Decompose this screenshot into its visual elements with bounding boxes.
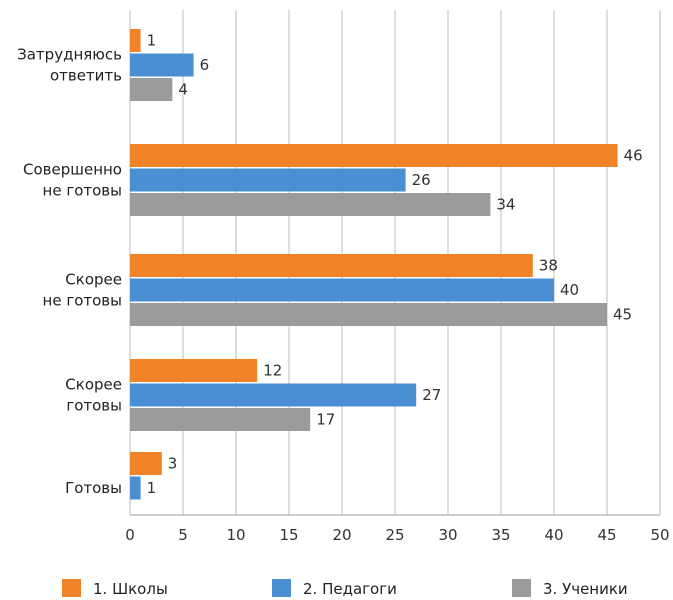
- value-label-series2-cat2: 26: [412, 171, 431, 189]
- x-tick-label-0: 0: [125, 526, 135, 544]
- x-tick-label-35: 35: [491, 526, 510, 544]
- x-tick-label-5: 5: [178, 526, 188, 544]
- category-label-1-line2: ответить: [50, 67, 122, 85]
- category-labels: Затрудняюсь ответить Совершенно не готовы Ск…: [17, 46, 122, 498]
- bar-series3-cat4: [130, 408, 311, 431]
- value-label-series1-cat1: 1: [147, 32, 157, 50]
- legend-swatch-3: [512, 579, 531, 597]
- value-label-series2-cat4: 27: [422, 386, 441, 404]
- legend-label-2: 2. Педагоги: [303, 580, 397, 598]
- bar-series3-cat1: [130, 78, 173, 101]
- value-label-series3-cat2: 34: [496, 196, 515, 214]
- category-label-2-line1: Совершенно: [23, 161, 122, 179]
- value-label-series1-cat4: 12: [263, 362, 282, 380]
- category-label-3-line2: не готовы: [43, 292, 122, 310]
- bar-series1-cat4: [130, 359, 258, 382]
- value-label-series2-cat3: 40: [560, 281, 579, 299]
- bar-series1-cat1: [130, 29, 141, 52]
- legend-swatch-1: [62, 579, 81, 597]
- x-tick-label-10: 10: [226, 526, 245, 544]
- bar-series2-cat4: [130, 383, 417, 407]
- category-label-3-line1: Скорее: [65, 271, 122, 289]
- bar-series3-cat2: [130, 193, 491, 216]
- value-label-series2-cat1: 6: [200, 56, 210, 74]
- value-label-series3-cat1: 4: [178, 81, 188, 99]
- bar-series2-cat5: [130, 476, 141, 500]
- x-tick-label-50: 50: [650, 526, 669, 544]
- bar-series2-cat2: [130, 168, 406, 192]
- legend: 1. Школы 2. Педагоги 3. Ученики: [62, 579, 628, 598]
- bar-series1-cat5: [130, 452, 162, 475]
- value-label-series1-cat3: 38: [539, 257, 558, 275]
- bar-series2-cat1: [130, 53, 194, 77]
- category-label-4-line1: Скорее: [65, 376, 122, 394]
- x-tick-label-45: 45: [597, 526, 616, 544]
- bar-series3-cat3: [130, 303, 607, 326]
- x-tick-label-30: 30: [438, 526, 457, 544]
- value-label-series3-cat3: 45: [613, 306, 632, 324]
- legend-label-1: 1. Школы: [93, 580, 168, 598]
- category-label-4-line2: готовы: [66, 397, 122, 415]
- bar-series1-cat3: [130, 254, 533, 277]
- bar-series2-cat3: [130, 278, 554, 302]
- bar-series1-cat2: [130, 144, 618, 167]
- bars: [130, 29, 618, 500]
- category-label-2-line2: не готовы: [43, 182, 122, 200]
- value-label-series1-cat2: 46: [624, 147, 643, 165]
- value-label-series3-cat4: 17: [316, 411, 335, 429]
- legend-label-3: 3. Ученики: [543, 580, 628, 598]
- category-label-1-line1: Затрудняюсь: [17, 46, 122, 64]
- category-label-5-line1: Готовы: [65, 479, 122, 497]
- x-tick-label-15: 15: [279, 526, 298, 544]
- value-label-series2-cat5: 1: [147, 479, 157, 497]
- legend-swatch-2: [272, 579, 291, 597]
- x-tick-label-40: 40: [544, 526, 563, 544]
- x-tick-label-25: 25: [385, 526, 404, 544]
- x-tick-label-20: 20: [332, 526, 351, 544]
- x-axis: 0 5 10 15 20 25 30 35 40 45 50: [125, 514, 670, 544]
- value-label-series1-cat5: 3: [168, 455, 178, 473]
